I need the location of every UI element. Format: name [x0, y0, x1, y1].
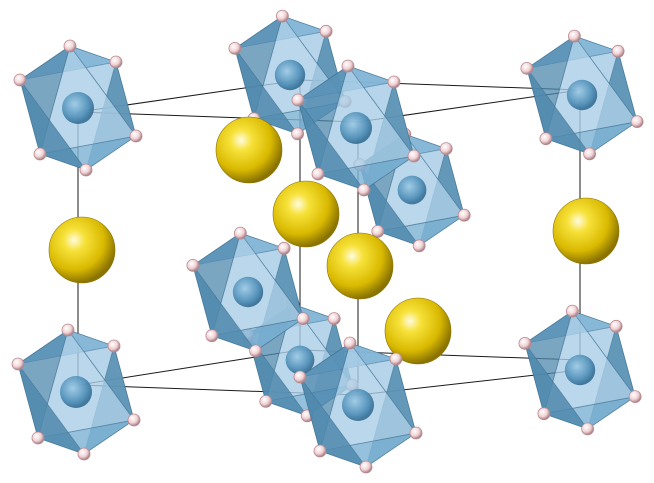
ligand-atom: [319, 24, 333, 38]
ligand-atom: [539, 132, 553, 146]
ligand-atom: [291, 93, 305, 107]
ligand-atom: [583, 147, 596, 161]
atom-layer: [11, 9, 644, 474]
ligand-atom: [343, 336, 357, 350]
cation-atom: [326, 232, 394, 300]
ligand-atom: [327, 312, 341, 326]
ligand-atom: [186, 258, 200, 272]
ligand-atom: [205, 329, 219, 343]
central-atom: [285, 345, 315, 375]
octahedron-face: [234, 48, 299, 135]
cation-atom: [215, 116, 283, 184]
octahedron: [186, 226, 310, 358]
octahedron-face: [359, 164, 421, 247]
ligand-atom: [79, 163, 93, 177]
ligand-atom: [581, 422, 594, 436]
central-atom: [232, 276, 264, 308]
ligand-atom: [31, 431, 45, 445]
octahedron: [520, 29, 644, 161]
ligand-atom: [609, 319, 623, 333]
ligand-atom: [293, 370, 307, 384]
ligand-atom: [11, 357, 25, 371]
ligand-atom: [129, 129, 143, 143]
cation-atom: [384, 297, 452, 365]
ligand-atom: [109, 55, 123, 69]
central-atom: [342, 389, 374, 421]
octahedron-face: [524, 343, 589, 430]
ligand-atom: [275, 9, 289, 23]
ligand-atom: [291, 127, 305, 141]
ligand-atom: [566, 304, 579, 318]
ligand-atom: [107, 339, 121, 353]
ligand-atom: [77, 447, 91, 461]
ligand-atom: [63, 39, 77, 53]
octahedron-face: [19, 79, 88, 171]
ligand-atom: [296, 312, 310, 326]
octahedron-face: [297, 99, 366, 191]
central-atom: [62, 92, 94, 124]
octahedron: [11, 323, 141, 461]
central-atom: [397, 175, 427, 205]
octahedron: [293, 336, 423, 474]
ligand-atom: [630, 115, 644, 128]
octahedron-face: [247, 334, 309, 417]
ligand-atom: [457, 208, 471, 222]
ligand-atom: [249, 344, 263, 358]
ligand-atom: [409, 426, 423, 440]
cation-atom: [48, 216, 116, 284]
ligand-atom: [518, 336, 532, 350]
octahedron: [518, 304, 642, 436]
ligand-atom: [13, 73, 27, 87]
ligand-atom: [439, 142, 453, 156]
ligand-atom: [228, 42, 242, 55]
ligand-atom: [628, 390, 642, 404]
cation-atom: [272, 180, 340, 248]
ligand-atom: [568, 29, 581, 43]
ligand-atom: [407, 149, 421, 163]
central-atom: [564, 354, 596, 386]
ligand-atom: [611, 44, 625, 58]
ligand-atom: [412, 239, 426, 253]
ligand-atom: [233, 226, 247, 240]
central-atom: [566, 79, 598, 111]
ligand-atom: [357, 183, 371, 197]
ligand-atom: [341, 59, 355, 73]
central-atom: [60, 376, 92, 408]
ligand-atom: [33, 147, 47, 161]
cation-atom: [552, 197, 620, 265]
central-atom: [274, 59, 306, 91]
octahedron-face: [526, 68, 591, 155]
octahedron-face: [192, 265, 257, 352]
ligand-atom: [387, 75, 401, 89]
ligand-atom: [259, 394, 273, 408]
ligand-atom: [520, 62, 534, 75]
ligand-atom: [61, 323, 75, 337]
octahedron: [13, 39, 143, 177]
ligand-atom: [313, 444, 327, 458]
ligand-atom: [389, 352, 403, 366]
ligand-atom: [277, 241, 291, 255]
ligand-atom: [311, 167, 325, 181]
ligand-atom: [537, 407, 551, 421]
octahedron: [291, 59, 421, 197]
central-atom: [340, 112, 372, 144]
ligand-atom: [127, 413, 141, 427]
ligand-atom: [371, 224, 385, 238]
octahedron-face: [17, 363, 86, 455]
ligand-atom: [359, 460, 373, 474]
octahedron-face: [299, 376, 368, 468]
